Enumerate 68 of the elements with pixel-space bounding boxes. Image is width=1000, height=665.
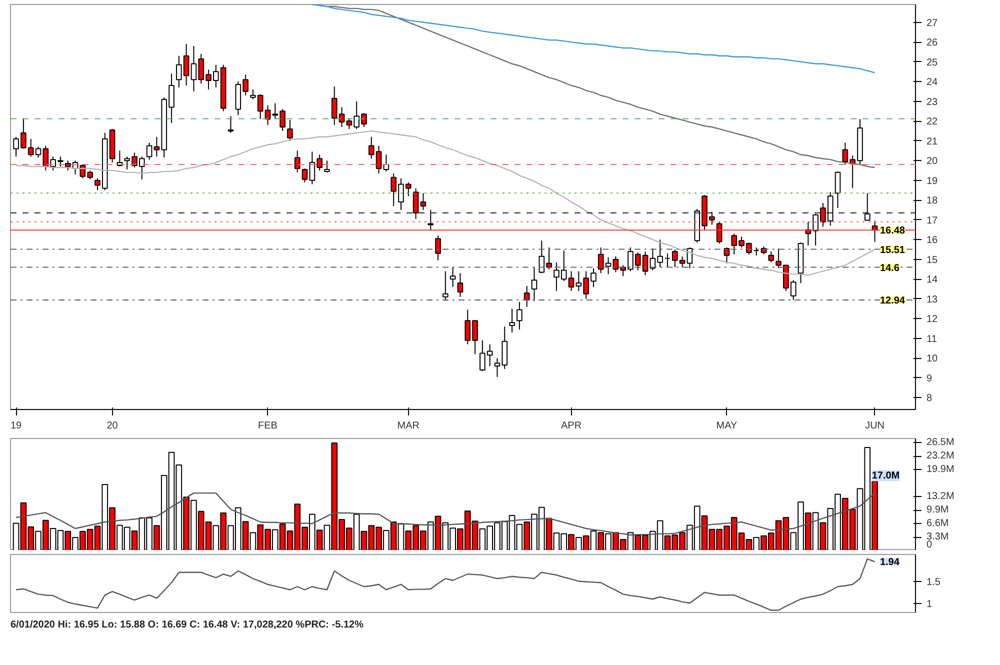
y-tick-label: 14 [926,274,938,286]
candlestick [509,308,515,333]
candlestick [435,235,441,261]
candlestick [457,272,464,298]
y-tick-label: 9 [926,373,932,384]
ref-line-label: 16.48 [880,226,906,237]
y-tick-label: 21 [926,136,938,148]
candlestick [302,168,308,183]
candlestick [664,252,670,268]
y-tick-label: 23 [926,96,938,108]
ref-line-label: 14.6 [880,262,900,274]
y-tick-label: 26.5M [926,437,954,448]
y-tick-label: 8 [926,393,932,404]
y-tick-label: 17 [926,215,938,226]
candlestick [524,286,530,308]
candlestick [412,188,419,220]
y-tick-label: 23.2M [926,450,954,462]
data-label: 1.94 [880,557,900,568]
candlestick [450,266,456,288]
x-tick-label: APR [560,420,582,432]
x-tick-label: MAR [397,420,420,432]
candlestick [768,250,774,263]
line-series [15,558,876,611]
y-tick-label: 0 [926,540,932,550]
y-tick-label: 27 [926,18,938,29]
y-tick-label: 19.9M [926,464,954,475]
candlestick [420,192,426,210]
y-tick-label: 11 [926,334,938,345]
text: 6/01/2020 Hi: 16.95 Lo: 15.88 O: 16.69 C: 16.48 V: 17,028,220 %PRC: -5.12% [10,620,364,630]
ref-line-label: 12.94 [880,296,906,307]
candlestick [146,142,152,160]
x-tick-label: FEB [258,420,278,432]
y-tick-label: 18 [926,196,938,207]
candlestick [516,301,522,330]
candlestick [287,120,293,142]
candlestick [228,116,234,134]
y-tick-label: 12 [926,314,938,326]
y-tick-label: 1.5 [926,576,941,588]
y-tick-label: 1 [926,599,932,610]
y-tick-label: 22 [926,116,938,128]
y-tick-label: 26 [926,38,938,49]
x-tick-label: JUN [865,420,885,432]
x-tick-label: 19 [10,420,22,432]
y-tick-label: 16 [926,235,938,246]
candlestick [834,170,841,208]
data-label: 17.0M [872,470,900,482]
candlestick [531,266,538,302]
y-tick-label: 6.6M [926,518,949,530]
line-series [15,492,876,536]
candlestick [864,192,870,222]
y-tick-label: 25 [926,57,938,68]
y-tick-label: 13 [926,294,938,306]
line-series [312,4,876,74]
candlestick [428,209,434,232]
candlestick [294,150,300,173]
ref-line-label: 15.51 [880,244,906,256]
y-tick-label: 19 [926,176,938,187]
candlestick [442,270,448,302]
x-tick-label: 20 [106,420,118,432]
candlestick [324,160,330,173]
y-tick-label: 10 [926,354,938,365]
y-tick-label: 15 [926,254,938,266]
x-tick-label: MAY [716,420,738,432]
y-tick-label: 13.2M [926,491,954,502]
y-tick-label: 24 [926,77,938,88]
y-tick-label: 9.9M [926,504,949,516]
candlestick [724,247,730,264]
y-tick-label: 20 [926,156,938,168]
